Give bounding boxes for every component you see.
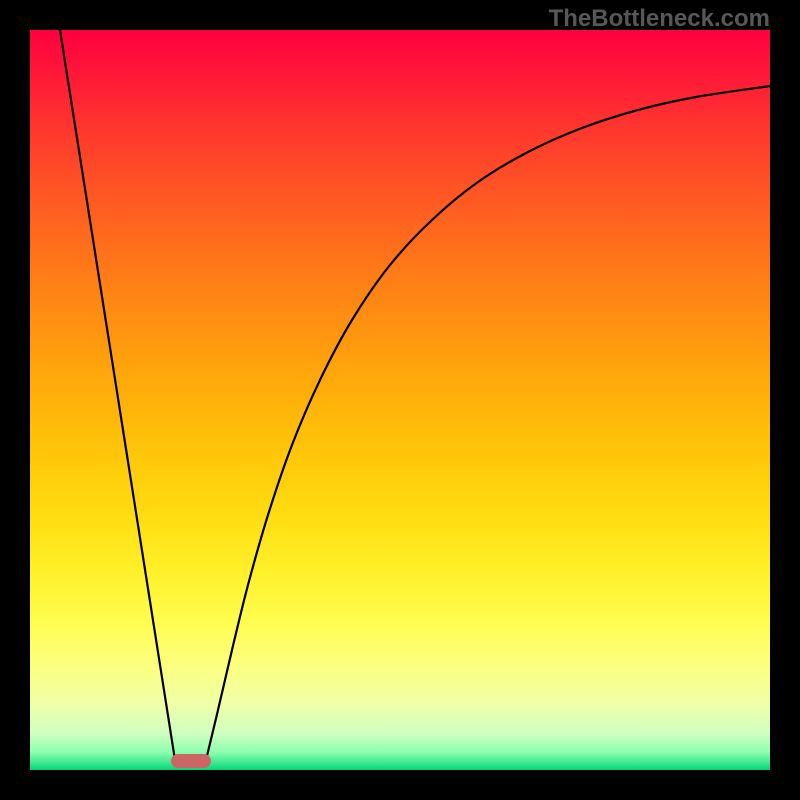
watermark-text: TheBottleneck.com	[549, 5, 770, 33]
chart-container: TheBottleneck.com	[0, 0, 800, 800]
plot-area	[30, 30, 770, 770]
bottleneck-marker	[171, 754, 211, 768]
